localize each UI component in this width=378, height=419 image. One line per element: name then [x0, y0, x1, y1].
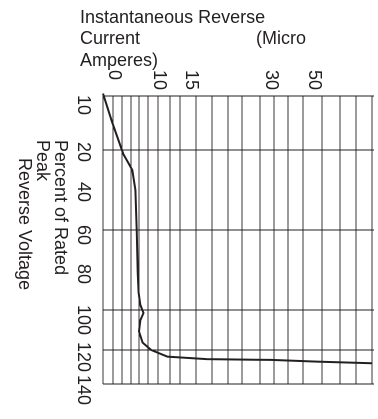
x-tick-label-2: 15	[182, 70, 202, 90]
x-tick-label-3: 30	[262, 70, 282, 90]
x-tick-label-0: 0	[105, 70, 125, 80]
chart-title-line-2: Current	[80, 28, 141, 48]
x-tick-label-5: 100	[374, 70, 378, 100]
x-tick-label-1: 10	[150, 70, 170, 90]
chart-title-line-4: Amperes)	[80, 50, 159, 70]
chart-title-line-3: (Micro	[256, 28, 306, 48]
y-tick-label-5: 100	[74, 305, 94, 335]
y-tick-label-0: 10	[74, 95, 94, 115]
y-tick-label-1: 20	[74, 142, 94, 162]
y-tick-label-3: 60	[74, 225, 94, 245]
y-tick-label-4: 80	[74, 264, 94, 284]
y-tick-label-7: 140	[74, 375, 94, 405]
chart-title-line-1: Instantaneous Reverse	[80, 7, 266, 27]
x-tick-label-4: 50	[305, 70, 325, 90]
data-series-line-0	[102, 93, 373, 365]
y-tick-label-6: 120	[74, 342, 94, 372]
y-tick-label-2: 40	[74, 182, 94, 202]
